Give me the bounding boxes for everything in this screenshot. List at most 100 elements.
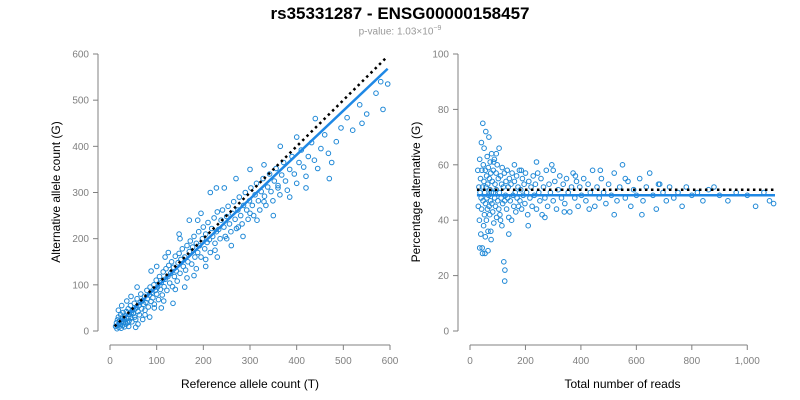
data-point (177, 270, 183, 277)
data-point (516, 167, 523, 174)
data-point (169, 283, 176, 290)
data-point (502, 267, 508, 273)
data-point (655, 181, 662, 187)
data-point (125, 323, 132, 330)
data-point (166, 280, 173, 286)
x-tick-label: 200 (195, 356, 212, 367)
data-point (479, 184, 486, 190)
data-point (179, 246, 186, 252)
data-point (546, 181, 552, 187)
x-tick-label: 100 (148, 356, 165, 367)
data-point (628, 203, 634, 210)
data-point (573, 178, 580, 185)
data-point (182, 267, 189, 273)
data-point (506, 214, 512, 221)
data-point (476, 245, 483, 251)
data-point (489, 178, 496, 185)
data-point (305, 153, 312, 160)
data-point (503, 206, 510, 212)
x-tick-label: 0 (107, 356, 113, 367)
data-point (188, 261, 195, 267)
data-point (151, 301, 158, 308)
data-point (184, 242, 190, 249)
data-point (168, 259, 175, 265)
y-tick-label: 0 (83, 327, 89, 338)
data-point (124, 298, 130, 304)
data-point (286, 194, 293, 200)
data-point (280, 159, 287, 166)
data-point (550, 167, 557, 174)
y-tick-label: 0 (443, 327, 449, 338)
x-tick-label: 200 (517, 356, 534, 367)
data-point (192, 254, 198, 260)
data-point (663, 198, 670, 204)
data-point (503, 178, 509, 185)
data-point (700, 198, 706, 204)
data-point (321, 132, 328, 138)
x-tick-label: 600 (628, 356, 645, 367)
data-point (567, 209, 573, 215)
data-point (118, 302, 125, 309)
data-point (174, 278, 180, 284)
data-point (214, 254, 221, 260)
data-point (478, 231, 484, 237)
data-point (273, 165, 279, 172)
data-point (232, 216, 238, 223)
data-point (223, 235, 230, 242)
data-point (240, 233, 246, 240)
data-point (221, 185, 228, 191)
data-point (487, 159, 494, 165)
data-point (148, 268, 154, 274)
data-point (212, 247, 218, 253)
data-point (605, 181, 612, 187)
data-point (277, 192, 283, 198)
data-point (506, 231, 512, 237)
data-point (202, 256, 209, 263)
data-point (161, 283, 167, 290)
data-point (614, 198, 620, 204)
data-point (198, 210, 204, 217)
data-point (312, 115, 319, 122)
data-point (298, 147, 305, 153)
data-point (598, 175, 605, 182)
data-point (162, 254, 168, 260)
data-point (187, 238, 194, 244)
data-point (478, 206, 485, 212)
data-point (202, 263, 209, 270)
data-point (156, 273, 163, 280)
data-point (278, 172, 285, 178)
data-point (296, 159, 302, 166)
data-point (526, 178, 532, 185)
data-point (497, 211, 503, 218)
data-point (207, 249, 214, 256)
data-point (223, 213, 230, 220)
data-point (508, 217, 515, 223)
data-point (533, 159, 540, 165)
data-point (480, 222, 487, 229)
data-point (481, 178, 487, 185)
data-point (511, 162, 518, 168)
data-point (191, 272, 197, 279)
data-point (507, 198, 514, 204)
data-point (589, 167, 596, 174)
data-point (479, 245, 486, 251)
data-point (488, 228, 494, 235)
data-point (475, 167, 481, 174)
data-point (247, 210, 253, 217)
data-point (245, 216, 251, 223)
y-tick-label: 80 (438, 105, 450, 116)
data-point (491, 156, 498, 163)
data-point (194, 217, 201, 223)
data-point (157, 286, 164, 293)
data-point (497, 173, 504, 179)
data-point (195, 228, 202, 235)
data-point (475, 203, 482, 210)
data-point (583, 198, 589, 204)
data-point (486, 175, 493, 182)
data-point (286, 166, 293, 173)
data-point (478, 139, 485, 146)
data-point (284, 187, 291, 193)
data-point (275, 182, 281, 189)
data-point (363, 111, 370, 117)
data-point (198, 254, 204, 260)
